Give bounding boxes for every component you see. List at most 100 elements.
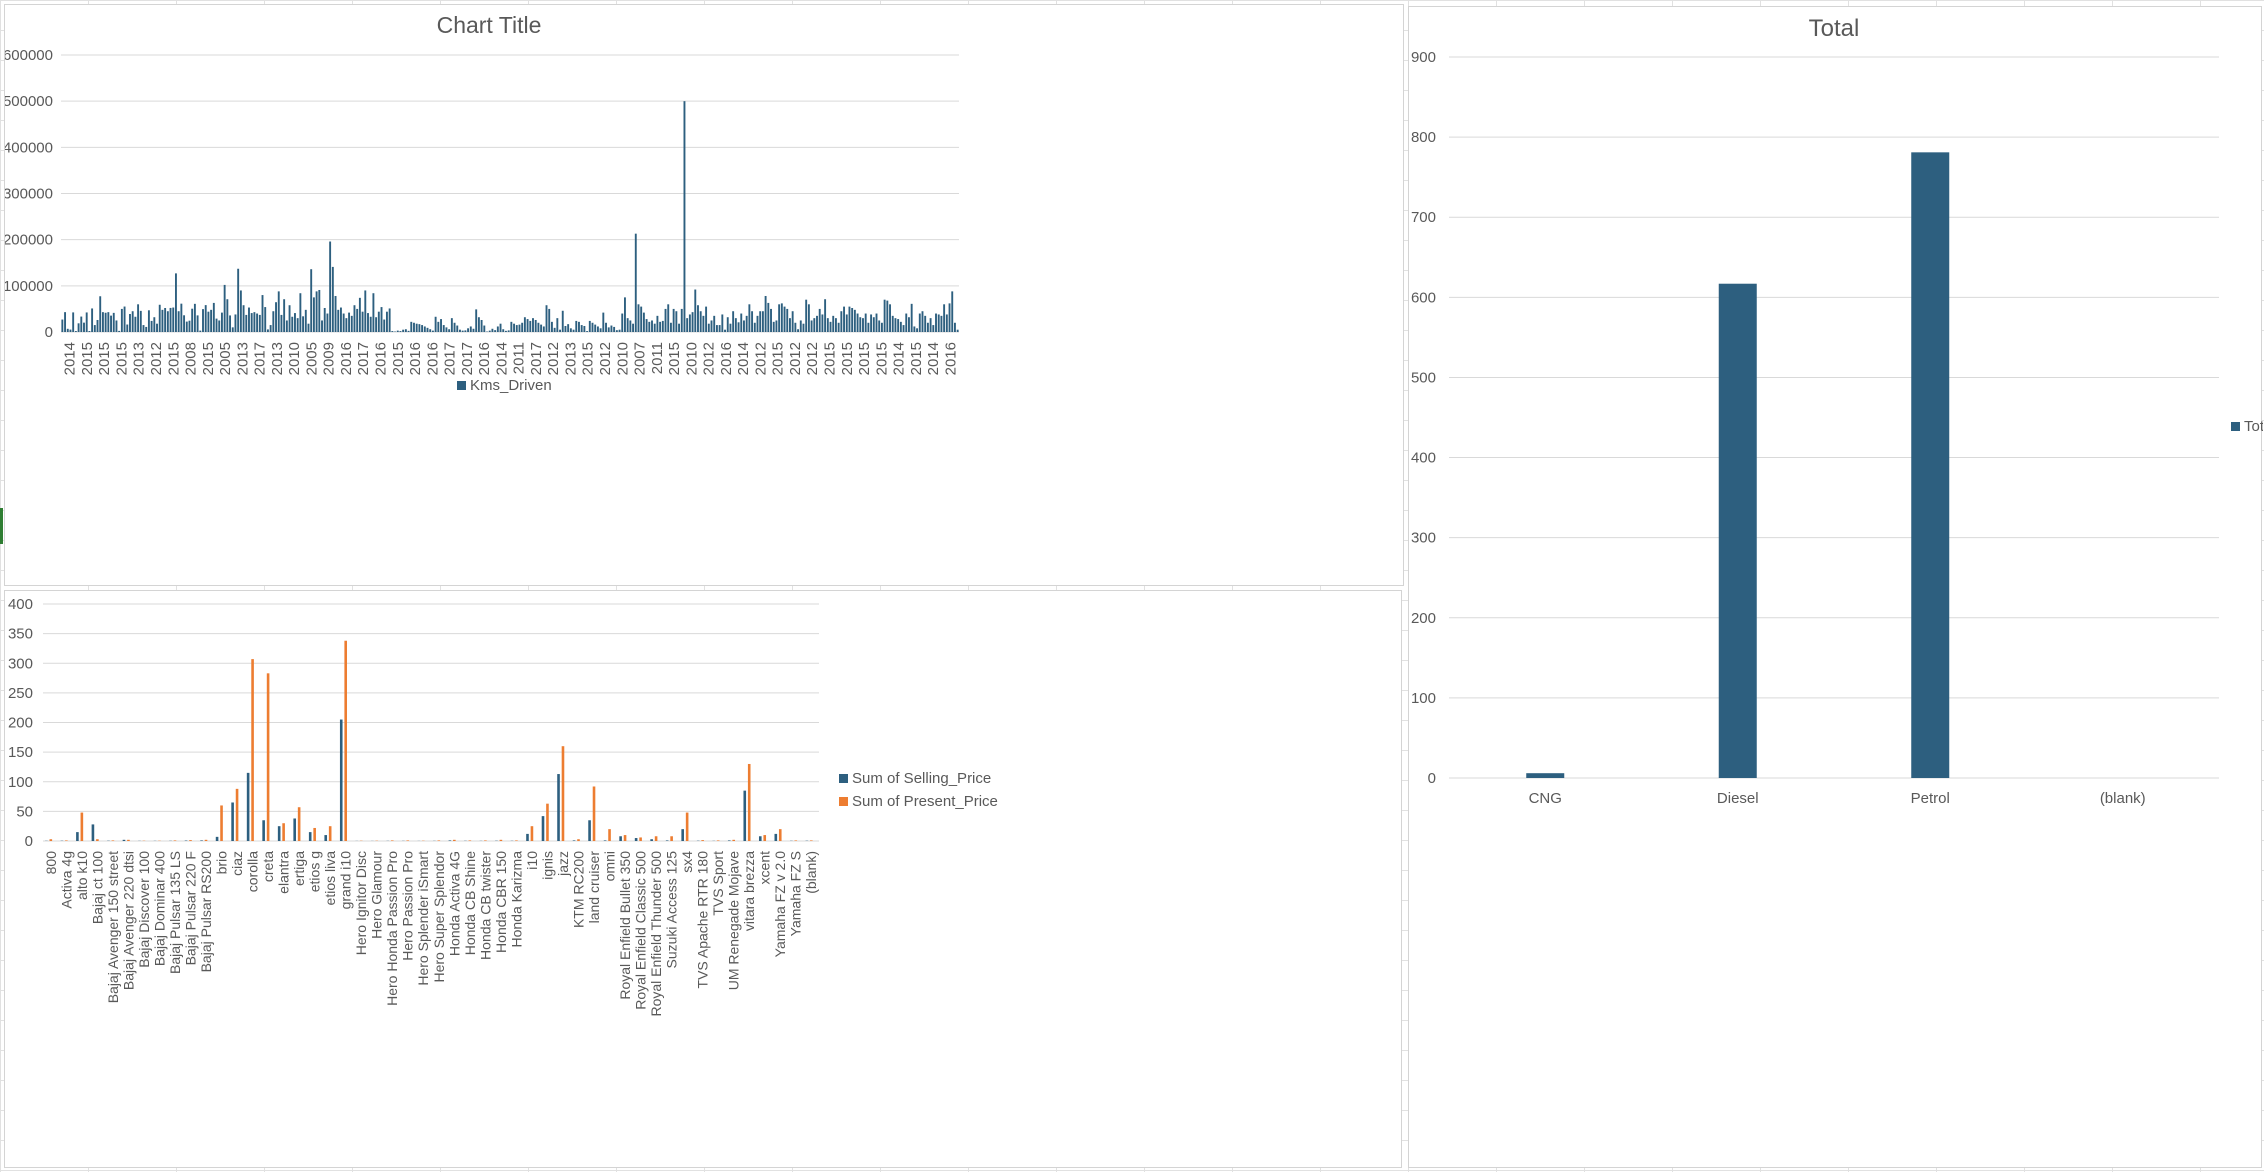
x-tick-label: 2015 (908, 342, 925, 375)
x-tick-label: 2007 (632, 342, 649, 375)
selling-price-bar (215, 836, 219, 841)
kms-bar (202, 309, 204, 332)
y-tick-label: 400000 (5, 139, 53, 156)
x-tick-label: 2015 (580, 342, 597, 375)
kms-bar (532, 318, 534, 332)
kms-bar (210, 309, 213, 332)
present-price-bar (763, 835, 767, 841)
selling-price-bar (650, 839, 653, 841)
x-tick-label: 2010 (614, 342, 631, 375)
kms-bar (248, 307, 250, 332)
kms-bar (445, 327, 448, 332)
x-tick-label: 2010 (286, 342, 303, 375)
kms-bar (475, 309, 478, 332)
present-price-bar (251, 659, 254, 841)
x-tick-label: 2013 (131, 342, 148, 375)
kms-bar (161, 309, 164, 332)
kms-bar (653, 323, 656, 332)
kms-bar (932, 325, 935, 332)
selling-price-bar (603, 840, 607, 841)
present-price-bar (809, 840, 813, 841)
total-bar (1718, 283, 1757, 778)
present-price-bar (639, 837, 642, 841)
kms-bar (372, 293, 375, 332)
kms-bar (177, 311, 180, 332)
x-tick-label: sx4 (679, 851, 695, 873)
x-tick-label: 2012 (752, 342, 769, 375)
kms-driven-chart-panel[interactable]: Chart Title 0 100000 200000 300000 400000 5000… (4, 4, 1404, 586)
selling-price-bar (76, 832, 79, 841)
selling-price-bar (308, 832, 312, 841)
x-tick-label: Bajaj ct 100 (89, 851, 105, 924)
kms-bar (434, 316, 437, 332)
kms-bar (507, 330, 510, 332)
fuel-type-total-chart-panel[interactable]: Total 0 100 200 300 400 500 600 700 800 900 CNG Dies… (1408, 6, 2263, 1168)
present-price-bar (313, 827, 316, 841)
kms-bar (296, 318, 299, 332)
kms-bar (642, 312, 645, 332)
x-tick-label: Yamaha FZ v 2.0 (772, 851, 788, 958)
kms-bar (169, 307, 172, 332)
kms-bar (513, 323, 516, 332)
kms-bar (618, 329, 621, 332)
kms-bar (605, 322, 607, 332)
kms-bar (694, 289, 697, 332)
kms-bar (491, 328, 494, 332)
selling-price-bar (293, 818, 296, 841)
selling-price-bar (324, 835, 328, 841)
kms-bar (572, 329, 575, 332)
kms-bar (312, 297, 315, 332)
x-tick-label: 2016 (338, 342, 355, 375)
present-price-bar (747, 763, 751, 841)
kms-bar (899, 321, 902, 332)
kms-bar (834, 318, 837, 332)
kms-bar (578, 321, 580, 332)
kms-bar (697, 305, 699, 332)
kms-bar (897, 319, 900, 332)
kms-bar (515, 325, 518, 332)
selling-price-bar (572, 840, 576, 841)
kms-bar (783, 306, 786, 332)
kms-bar (134, 316, 137, 332)
kms-bar (902, 325, 905, 332)
x-tick-label: grand i10 (338, 851, 354, 910)
x-tick-label: 2017 (252, 342, 269, 375)
y-tick-label: 250 (8, 685, 33, 702)
x-tick-label: 2011 (649, 342, 666, 374)
y-tick-label: 700 (1411, 209, 1436, 226)
kms-bar (894, 318, 897, 332)
kms-bar (283, 299, 286, 332)
present-price-bar (127, 839, 130, 841)
kms-bar (304, 309, 307, 332)
kms-bar (426, 327, 429, 332)
present-price-bar (49, 839, 53, 841)
kms-bar (88, 331, 91, 332)
kms-bar (212, 302, 215, 332)
kms-bar (404, 329, 407, 332)
kms-bar (659, 321, 662, 332)
kms-bar (164, 307, 167, 332)
kms-bar (864, 313, 867, 332)
kms-bar (469, 326, 472, 332)
kms-bar (588, 320, 591, 332)
y-tick-label: 300 (8, 655, 33, 672)
kms-bar (770, 308, 772, 332)
selling-price-bar (91, 824, 95, 841)
present-price-bar (437, 840, 441, 841)
y-tick-label: 0 (1428, 770, 1436, 787)
x-tick-label: Bajaj Pulsar RS200 (198, 851, 214, 973)
present-price-bar (80, 812, 84, 841)
kms-bar (813, 318, 816, 332)
kms-bar (745, 315, 748, 332)
kms-bar (245, 314, 248, 332)
selling-present-price-chart-panel[interactable]: 0 50 100 150 200 250 300 350 400 800 Activa 4g alto… (4, 590, 1402, 1168)
x-tick-label: Bajaj Pulsar 135 LS (167, 851, 183, 974)
kms-bar (664, 308, 667, 332)
kms-bar (743, 320, 745, 332)
x-tick-label: Royal Enfield Bullet 350 (617, 851, 633, 1000)
kms-bar (918, 313, 921, 332)
kms-bar (564, 325, 567, 332)
kms-bar (99, 296, 102, 332)
x-tick-label: brio (213, 851, 229, 875)
y-tick-label: 150 (8, 744, 33, 761)
